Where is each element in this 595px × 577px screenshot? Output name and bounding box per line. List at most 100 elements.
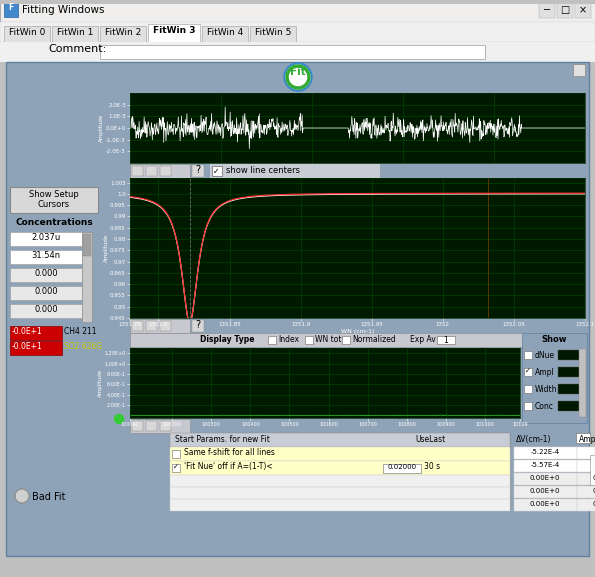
Bar — [0, 42, 595, 62]
Text: 0.00E+0: 0.00E+0 — [593, 475, 595, 481]
Text: F: F — [8, 3, 14, 12]
Bar — [132, 166, 143, 176]
Y-axis label: Amplitude: Amplitude — [99, 114, 104, 142]
Bar — [577, 447, 595, 459]
Bar — [212, 166, 222, 176]
Bar — [10, 250, 82, 264]
Circle shape — [114, 414, 124, 424]
Text: Conc: Conc — [535, 402, 554, 411]
Bar — [170, 475, 510, 487]
Text: ΔV(cm-1): ΔV(cm-1) — [516, 435, 552, 444]
Bar — [10, 268, 82, 282]
Text: Amplitude: Amplitude — [579, 435, 595, 444]
Circle shape — [15, 489, 29, 503]
Text: Show: Show — [541, 335, 567, 344]
Bar — [250, 26, 296, 42]
Text: CH4 211: CH4 211 — [64, 327, 96, 336]
Bar — [160, 166, 171, 176]
Bar — [170, 461, 510, 475]
Bar — [52, 26, 98, 42]
Text: Show Setup: Show Setup — [29, 190, 79, 199]
Bar — [573, 64, 585, 76]
Bar — [524, 402, 532, 410]
Text: 0.02000: 0.02000 — [387, 464, 416, 470]
Text: 0.00E+0: 0.00E+0 — [530, 501, 560, 507]
Bar — [10, 304, 82, 318]
X-axis label: WN (cm-1): WN (cm-1) — [341, 328, 374, 334]
Text: ✓: ✓ — [173, 464, 179, 470]
Text: Exp Av: Exp Av — [410, 335, 436, 344]
Text: Normalized: Normalized — [352, 335, 396, 344]
Text: Cursors: Cursors — [38, 200, 70, 209]
Bar — [514, 460, 595, 472]
Bar — [4, 26, 50, 42]
Text: dNue: dNue — [535, 351, 555, 360]
Bar — [192, 320, 204, 332]
Bar — [130, 164, 190, 178]
Bar — [146, 166, 157, 176]
Text: -5.22E-4: -5.22E-4 — [530, 449, 559, 455]
Bar — [577, 486, 595, 498]
Text: -0.0E+1: -0.0E+1 — [12, 342, 43, 351]
Text: 1.02E+0: 1.02E+0 — [593, 449, 595, 455]
Circle shape — [286, 65, 310, 89]
Text: Same f-shift for all lines: Same f-shift for all lines — [184, 448, 275, 457]
Text: Ampl: Ampl — [535, 368, 555, 377]
Bar — [514, 499, 577, 511]
Bar — [558, 367, 584, 377]
Text: Index: Index — [278, 335, 299, 344]
Bar — [0, 0, 595, 22]
Bar — [579, 349, 586, 417]
Bar — [10, 326, 62, 340]
Bar — [210, 164, 380, 178]
Bar — [10, 341, 62, 355]
Text: WN tot: WN tot — [315, 335, 342, 344]
Bar — [0, 573, 595, 577]
Bar — [82, 232, 92, 322]
Y-axis label: Amplitude: Amplitude — [104, 234, 109, 262]
Bar — [305, 336, 313, 344]
Bar — [10, 187, 98, 213]
Bar — [132, 421, 143, 431]
Bar — [83, 234, 91, 256]
Text: 0.00E+0: 0.00E+0 — [593, 501, 595, 507]
Bar — [577, 460, 595, 472]
Bar — [514, 486, 577, 498]
Bar — [268, 336, 276, 344]
Text: Fit: Fit — [290, 67, 306, 77]
Text: ?: ? — [195, 320, 201, 330]
Text: 0.000: 0.000 — [34, 305, 58, 314]
Bar — [172, 464, 180, 472]
Bar — [4, 3, 18, 17]
Bar — [192, 165, 204, 177]
Bar — [146, 321, 157, 331]
Text: 0.00E+0: 0.00E+0 — [530, 488, 560, 494]
Bar — [342, 336, 350, 344]
Bar — [558, 384, 584, 394]
Bar — [437, 336, 455, 344]
Bar — [170, 433, 510, 509]
Text: 0.00E+0: 0.00E+0 — [593, 488, 595, 494]
Text: ✓: ✓ — [213, 167, 220, 176]
Text: show line centers: show line centers — [226, 166, 300, 175]
Bar — [383, 464, 421, 473]
Bar — [577, 499, 595, 511]
Bar — [0, 22, 595, 42]
Text: Bad Fit: Bad Fit — [32, 492, 65, 502]
Text: 0.000: 0.000 — [34, 287, 58, 296]
Text: ×: × — [579, 5, 587, 15]
Bar — [0, 0, 595, 4]
Bar — [130, 419, 190, 433]
Bar — [170, 447, 510, 461]
Bar — [160, 421, 171, 431]
Text: FitWin 4: FitWin 4 — [207, 28, 243, 37]
Text: Fitting Windows: Fitting Windows — [22, 5, 105, 15]
Bar — [514, 473, 595, 485]
Bar — [558, 350, 584, 360]
Text: 31.54n: 31.54n — [32, 251, 61, 260]
Text: 'Fit Nue' off if A=(1-T)<: 'Fit Nue' off if A=(1-T)< — [184, 462, 273, 471]
Bar — [514, 499, 595, 511]
Bar — [590, 455, 595, 485]
Text: -5.57E-4: -5.57E-4 — [530, 462, 560, 468]
Bar — [100, 26, 146, 42]
